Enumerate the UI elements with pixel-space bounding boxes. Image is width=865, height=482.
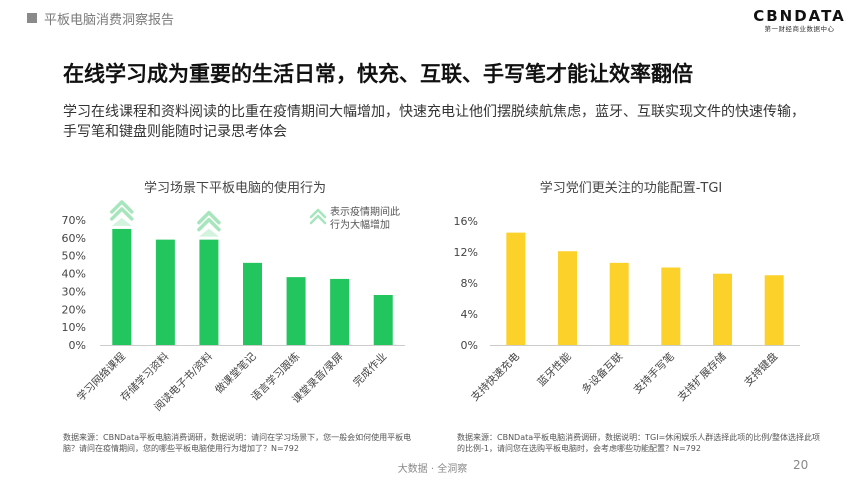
bar <box>112 228 132 345</box>
x-tick-label: 蓝牙性能 <box>535 350 574 389</box>
feature-tgi-chart: 学习党们更关注的功能配置-TGI 0% 4% 8% 12% 16% 支持快速充电 蓝牙性能 多设… <box>454 180 800 404</box>
increase-arrow-icon <box>197 210 221 237</box>
y-tick-label: 60% <box>62 232 86 245</box>
bar <box>661 267 681 345</box>
page-number: 20 <box>793 458 809 472</box>
y-tick-label: 0% <box>461 339 478 352</box>
x-tick-label: 支持扩展存储 <box>675 350 729 404</box>
y-tick-label: 8% <box>461 277 478 290</box>
x-tick-label: 完成作业 <box>350 350 389 389</box>
bar <box>713 273 732 345</box>
y-tick-label: 20% <box>62 303 86 316</box>
bar <box>373 295 393 345</box>
report-title: 平板电脑消费洞察报告 <box>44 13 175 28</box>
page-title: 在线学习成为重要的生活日常，快充、互联、手写笔才能让效率翻倍 <box>63 62 693 86</box>
footnote-left: 数据来源：CBNData平板电脑消费调研，数据说明：请问在学习场景下，您一般会如… <box>63 433 412 453</box>
cbndata-logo: CBNDATA 第一财经商业数据中心 <box>753 7 846 34</box>
y-tick-label: 10% <box>62 321 86 334</box>
footnote-right: 数据来源：CBNData平板电脑消费调研，数据说明：TGI=休闲娱乐人群选择此项… <box>457 433 820 453</box>
bar <box>155 239 175 345</box>
x-tick-label: 支持键盘 <box>741 350 780 389</box>
annotation-line1: 表示疫情期间此 <box>330 205 400 218</box>
bar <box>199 239 219 345</box>
bar <box>558 251 577 345</box>
bar <box>243 262 262 345</box>
increase-arrow-icon <box>110 200 134 226</box>
x-tick-label: 做课堂笔记 <box>212 350 259 397</box>
bar <box>609 262 629 345</box>
x-tick-label: 支持手写笔 <box>631 350 677 396</box>
header-square-icon <box>27 13 37 23</box>
y-tick-label: 40% <box>62 268 86 281</box>
chart-title: 学习场景下平板电脑的使用行为 <box>144 180 326 196</box>
chart-title: 学习党们更关注的功能配置-TGI <box>540 180 723 196</box>
bar <box>764 275 784 345</box>
y-tick-label: 50% <box>62 250 86 263</box>
bar <box>330 278 350 345</box>
bar <box>506 232 526 345</box>
y-tick-label: 0% <box>69 339 86 352</box>
bar <box>286 277 306 345</box>
annotation-line2: 行为大幅增加 <box>330 218 390 231</box>
x-tick-label: 支持快速充电 <box>468 350 522 404</box>
y-tick-label: 12% <box>454 246 478 259</box>
page-subtitle: 学习在线课程和资料阅读的比重在疫情期间大幅增加，快速充电让他们摆脱续航焦虑，蓝牙… <box>63 104 805 140</box>
usage-behavior-chart: 学习场景下平板电脑的使用行为0%10%20%30%40%50%60%70%学习网… <box>62 180 405 414</box>
legend-arrow-icon <box>309 208 327 225</box>
y-tick-label: 4% <box>461 308 478 321</box>
y-tick-label: 70% <box>62 214 86 227</box>
y-tick-label: 16% <box>454 215 478 228</box>
x-tick-label: 多设备互联 <box>579 350 626 397</box>
y-tick-label: 30% <box>62 285 86 298</box>
footer-slogan: 大数据 · 全洞察 <box>397 464 468 475</box>
